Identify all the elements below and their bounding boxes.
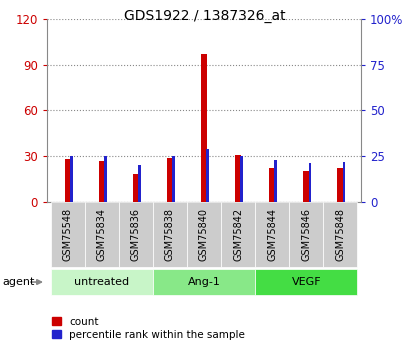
Text: GSM75548: GSM75548	[63, 208, 72, 261]
Bar	[337, 168, 343, 202]
Bar	[268, 168, 274, 202]
FancyBboxPatch shape	[50, 202, 84, 267]
FancyBboxPatch shape	[220, 202, 254, 267]
FancyBboxPatch shape	[288, 202, 323, 267]
FancyBboxPatch shape	[119, 202, 153, 267]
Bar	[138, 165, 141, 202]
Text: Ang-1: Ang-1	[187, 277, 220, 287]
FancyBboxPatch shape	[50, 269, 153, 295]
Bar	[99, 161, 105, 202]
Bar	[104, 156, 106, 202]
Text: GSM75842: GSM75842	[232, 208, 243, 261]
Bar	[234, 155, 240, 202]
Bar	[133, 175, 139, 202]
Text: GDS1922 / 1387326_at: GDS1922 / 1387326_at	[124, 9, 285, 23]
Text: untreated: untreated	[74, 277, 129, 287]
Bar	[274, 160, 276, 202]
FancyBboxPatch shape	[254, 202, 288, 267]
FancyBboxPatch shape	[254, 269, 357, 295]
Bar	[206, 149, 209, 202]
Text: GSM75848: GSM75848	[335, 208, 344, 261]
Text: GSM75846: GSM75846	[301, 208, 310, 261]
Text: agent: agent	[2, 277, 34, 287]
Text: GSM75838: GSM75838	[164, 208, 175, 261]
Text: GSM75844: GSM75844	[267, 208, 276, 261]
FancyBboxPatch shape	[84, 202, 119, 267]
FancyBboxPatch shape	[153, 202, 187, 267]
Legend: count, percentile rank within the sample: count, percentile rank within the sample	[52, 317, 244, 340]
Bar	[172, 156, 175, 202]
FancyBboxPatch shape	[153, 269, 254, 295]
Bar	[308, 164, 310, 202]
Bar	[302, 171, 308, 202]
FancyBboxPatch shape	[187, 202, 220, 267]
Text: VEGF: VEGF	[291, 277, 320, 287]
Text: GSM75834: GSM75834	[97, 208, 106, 261]
Bar	[342, 161, 344, 202]
Bar	[70, 156, 72, 202]
Bar	[200, 54, 207, 202]
Text: GSM75840: GSM75840	[198, 208, 209, 261]
Bar	[64, 159, 70, 202]
Text: GSM75836: GSM75836	[130, 208, 140, 261]
Bar	[166, 158, 173, 202]
Bar	[240, 156, 243, 202]
FancyBboxPatch shape	[323, 202, 357, 267]
